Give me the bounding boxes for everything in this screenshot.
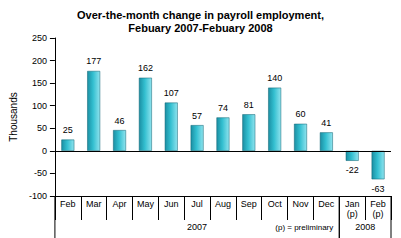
svg-text:May: May	[137, 199, 155, 209]
svg-text:250: 250	[32, 33, 47, 43]
svg-text:46: 46	[115, 116, 125, 126]
svg-text:41: 41	[321, 118, 331, 128]
svg-text:Jun: Jun	[164, 199, 179, 209]
svg-text:Aug: Aug	[215, 199, 231, 209]
svg-text:57: 57	[192, 111, 202, 121]
svg-text:25: 25	[63, 125, 73, 135]
svg-text:177: 177	[86, 56, 101, 66]
svg-text:Jul: Jul	[191, 199, 203, 209]
svg-text:150: 150	[32, 78, 47, 88]
svg-text:Nov: Nov	[293, 199, 310, 209]
svg-text:200: 200	[32, 56, 47, 66]
svg-text:74: 74	[218, 103, 228, 113]
svg-text:0: 0	[42, 146, 47, 156]
svg-text:107: 107	[164, 88, 179, 98]
svg-text:Febuary 2007-Febuary 2008: Febuary 2007-Febuary 2008	[128, 22, 272, 34]
svg-text:Oct: Oct	[268, 199, 283, 209]
svg-text:Over-the-month change in payro: Over-the-month change in payroll employm…	[77, 9, 324, 21]
svg-text:Dec: Dec	[318, 199, 335, 209]
svg-text:50: 50	[37, 123, 47, 133]
svg-text:162: 162	[138, 63, 153, 73]
svg-text:(p) = preliminary: (p) = preliminary	[275, 223, 333, 232]
svg-text:60: 60	[296, 109, 306, 119]
svg-text:(p): (p)	[347, 209, 358, 219]
svg-text:Thousands: Thousands	[8, 92, 19, 141]
svg-text:100: 100	[32, 101, 47, 111]
svg-text:81: 81	[244, 100, 254, 110]
svg-text:Feb: Feb	[60, 199, 76, 209]
svg-text:-50: -50	[34, 168, 47, 178]
svg-text:2008: 2008	[355, 222, 375, 232]
svg-text:Jan: Jan	[345, 199, 360, 209]
svg-text:2007: 2007	[187, 222, 207, 232]
svg-text:-63: -63	[372, 184, 385, 194]
svg-text:Sep: Sep	[241, 199, 257, 209]
svg-text:-100: -100	[29, 191, 47, 201]
svg-text:Apr: Apr	[113, 199, 127, 209]
svg-text:Feb: Feb	[370, 199, 386, 209]
svg-text:(p): (p)	[373, 209, 384, 219]
svg-text:Mar: Mar	[86, 199, 102, 209]
svg-text:140: 140	[267, 73, 282, 83]
svg-text:-22: -22	[346, 165, 359, 175]
